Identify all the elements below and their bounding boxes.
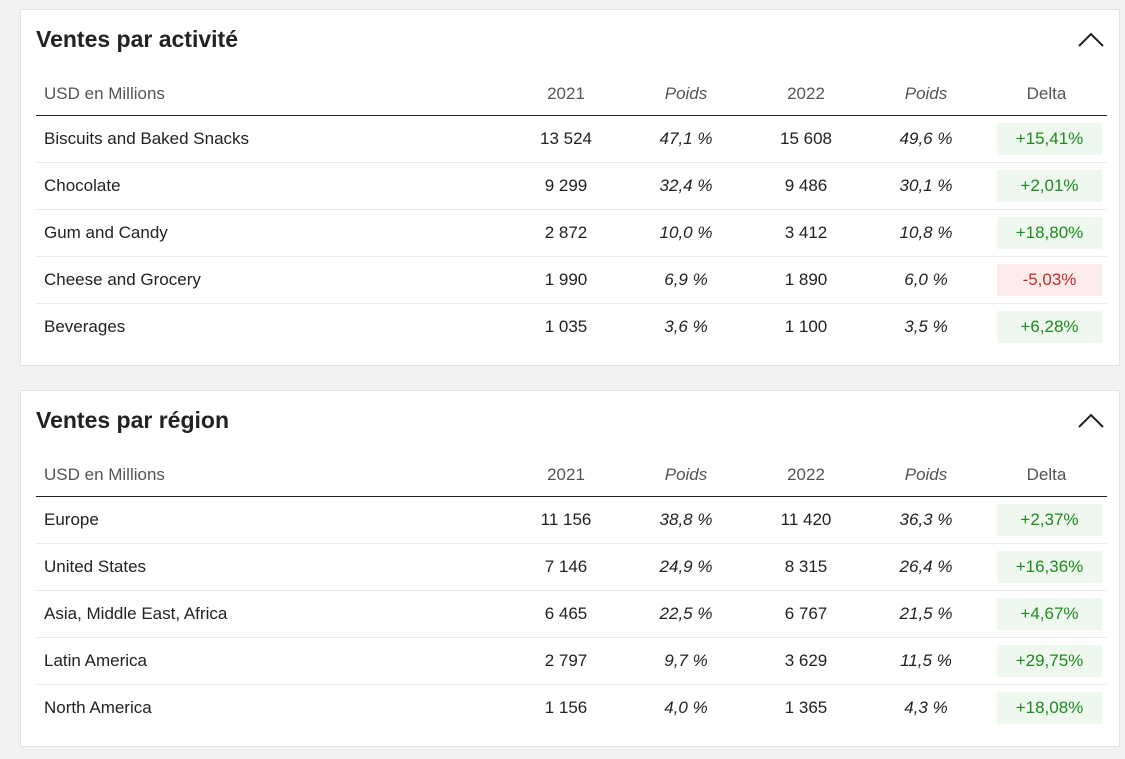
value-2021: 6 465 xyxy=(506,590,626,638)
delta-badge: +6,28% xyxy=(997,311,1102,343)
header-2021: 2021 xyxy=(506,73,626,116)
weight-2022: 30,1 % xyxy=(866,162,986,210)
card-title: Ventes par région xyxy=(36,407,230,433)
row-label: Biscuits and Baked Snacks xyxy=(36,115,506,163)
value-2022: 15 608 xyxy=(746,115,866,163)
value-2021: 1 990 xyxy=(506,256,626,304)
region-sales-table: USD en Millions 2021 Poids 2022 Poids De… xyxy=(36,454,1107,731)
delta-badge: +15,41% xyxy=(997,123,1102,155)
value-2022: 3 412 xyxy=(746,209,866,257)
collapse-button[interactable] xyxy=(1077,410,1105,432)
chevron-up-icon xyxy=(1078,32,1104,47)
value-2022: 1 890 xyxy=(746,256,866,304)
value-2022: 6 767 xyxy=(746,590,866,638)
row-label: Latin America xyxy=(36,637,506,685)
header-label: USD en Millions xyxy=(36,454,506,497)
activity-sales-table: USD en Millions 2021 Poids 2022 Poids De… xyxy=(36,73,1107,350)
weight-2021: 4,0 % xyxy=(664,698,708,717)
value-2021: 2 797 xyxy=(506,637,626,685)
table-row: Cheese and Grocery 1 990 6,9 % 1 890 6,0… xyxy=(36,256,1107,304)
table-header-row: USD en Millions 2021 Poids 2022 Poids De… xyxy=(36,73,1107,116)
delta-badge: +18,08% xyxy=(997,692,1102,724)
weight-2021: 38,8 % xyxy=(626,496,746,544)
weight-2022: 6,0 % xyxy=(866,256,986,304)
weight-2021: 24,9 % xyxy=(626,543,746,591)
weight-2022: 26,4 % xyxy=(866,543,986,591)
row-label: United States xyxy=(36,543,506,591)
value-2022: 3 629 xyxy=(746,637,866,685)
weight-2022: 36,3 % xyxy=(866,496,986,544)
value-2021: 2 872 xyxy=(506,209,626,257)
table-row: North America 1 156 4,0 % 1 365 4,3 % +1… xyxy=(36,685,1107,732)
delta-badge: +4,67% xyxy=(997,598,1102,630)
header-weight-2021: Poids xyxy=(626,73,746,116)
value-2021: 13 524 xyxy=(506,115,626,163)
weight-2022: 3,5 % xyxy=(904,317,948,336)
weight-2021: 6,9 % xyxy=(626,256,746,304)
table-row: Europe 11 156 38,8 % 11 420 36,3 % +2,37… xyxy=(36,496,1107,544)
delta-badge: +29,75% xyxy=(997,645,1102,677)
table-row: Asia, Middle East, Africa 6 465 22,5 % 6… xyxy=(36,590,1107,638)
weight-2021: 10,0 % xyxy=(626,209,746,257)
weight-2021: 3,6 % xyxy=(664,317,708,336)
delta-badge: +18,80% xyxy=(997,217,1102,249)
table-row: Biscuits and Baked Snacks 13 524 47,1 % … xyxy=(36,115,1107,163)
chevron-up-icon xyxy=(1078,413,1104,428)
table-row: Gum and Candy 2 872 10,0 % 3 412 10,8 % … xyxy=(36,209,1107,257)
value-2022: 11 420 xyxy=(746,496,866,544)
weight-2022: 11,5 % xyxy=(866,637,986,685)
header-weight-2022: Poids xyxy=(866,73,986,116)
table-row: United States 7 146 24,9 % 8 315 26,4 % … xyxy=(36,543,1107,591)
table-row: Chocolate 9 299 32,4 % 9 486 30,1 % +2,0… xyxy=(36,162,1107,210)
value-2021: 11 156 xyxy=(506,496,626,544)
header-delta: Delta xyxy=(986,454,1107,497)
row-label: Chocolate xyxy=(36,162,506,210)
value-2021: 7 146 xyxy=(506,543,626,591)
weight-2022: 4,3 % xyxy=(904,698,948,717)
row-label: North America xyxy=(44,698,152,717)
region-sales-card: Ventes par région USD en Millions 2021 P… xyxy=(20,390,1120,747)
header-label: USD en Millions xyxy=(36,73,506,116)
header-2021: 2021 xyxy=(506,454,626,497)
table-header-row: USD en Millions 2021 Poids 2022 Poids De… xyxy=(36,454,1107,497)
row-label: Asia, Middle East, Africa xyxy=(36,590,506,638)
value-2021: 1 035 xyxy=(544,317,588,336)
card-title: Ventes par activité xyxy=(36,26,238,52)
header-2022: 2022 xyxy=(746,454,866,497)
row-label: Cheese and Grocery xyxy=(36,256,506,304)
value-2022: 8 315 xyxy=(746,543,866,591)
weight-2021: 47,1 % xyxy=(626,115,746,163)
header-weight-2022: Poids xyxy=(866,454,986,497)
weight-2022: 21,5 % xyxy=(866,590,986,638)
weight-2021: 9,7 % xyxy=(626,637,746,685)
delta-badge: -5,03% xyxy=(997,264,1102,296)
row-label: Gum and Candy xyxy=(36,209,506,257)
delta-badge: +2,01% xyxy=(997,170,1102,202)
header-weight-2021: Poids xyxy=(626,454,746,497)
value-2022: 9 486 xyxy=(746,162,866,210)
row-label: Europe xyxy=(36,496,506,544)
table-row: Latin America 2 797 9,7 % 3 629 11,5 % +… xyxy=(36,637,1107,685)
value-2021: 9 299 xyxy=(506,162,626,210)
row-label: Beverages xyxy=(44,317,126,336)
weight-2021: 32,4 % xyxy=(626,162,746,210)
header-2022: 2022 xyxy=(746,73,866,116)
weight-2021: 22,5 % xyxy=(626,590,746,638)
header-delta: Delta xyxy=(986,73,1107,116)
delta-badge: +2,37% xyxy=(997,504,1102,536)
delta-badge: +16,36% xyxy=(997,551,1102,583)
weight-2022: 49,6 % xyxy=(866,115,986,163)
weight-2022: 10,8 % xyxy=(866,209,986,257)
value-2022: 1 100 xyxy=(784,317,828,336)
table-row: Beverages 1 035 3,6 % 1 100 3,5 % +6,28% xyxy=(36,304,1107,351)
activity-sales-card: Ventes par activité USD en Millions 2021… xyxy=(20,9,1120,366)
collapse-button[interactable] xyxy=(1077,29,1105,51)
value-2021: 1 156 xyxy=(544,698,588,717)
value-2022: 1 365 xyxy=(784,698,828,717)
